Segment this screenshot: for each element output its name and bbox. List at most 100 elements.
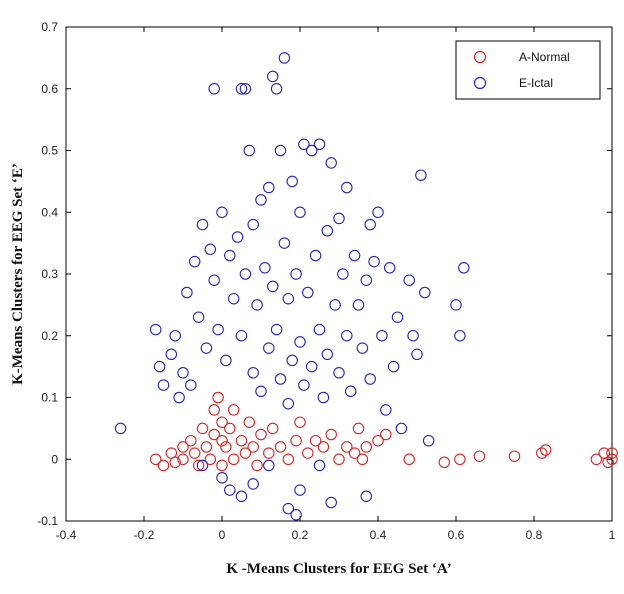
x-tick-label: 0.8 xyxy=(526,528,543,542)
series-e-ictal xyxy=(114,52,470,521)
point-e-ictal xyxy=(282,502,295,515)
point-e-ictal xyxy=(247,367,259,379)
point-a-normal xyxy=(438,456,451,469)
point-e-ictal xyxy=(282,397,295,410)
x-axis-title: K -Means Clusters for EEG Set ‘A’ xyxy=(226,561,451,577)
point-a-normal xyxy=(348,447,361,459)
point-e-ictal xyxy=(149,323,162,336)
x-tick-label: 0.2 xyxy=(292,528,309,542)
point-a-normal xyxy=(606,447,618,459)
point-e-ictal xyxy=(313,323,326,336)
point-a-normal xyxy=(227,404,240,416)
y-tick-label: 0 xyxy=(51,452,58,466)
point-a-normal xyxy=(333,453,345,466)
point-a-normal xyxy=(356,453,369,466)
point-a-normal xyxy=(204,453,217,466)
x-tick-label: 0 xyxy=(219,528,226,542)
point-e-ictal xyxy=(411,348,423,361)
point-e-ictal xyxy=(391,311,404,323)
point-e-ictal xyxy=(348,249,361,262)
point-e-ictal xyxy=(298,379,310,391)
point-e-ictal xyxy=(341,181,353,194)
point-a-normal xyxy=(255,428,267,441)
point-a-normal xyxy=(177,441,189,453)
point-a-normal xyxy=(216,416,228,428)
point-e-ictal xyxy=(337,268,349,280)
point-e-ictal xyxy=(235,83,248,95)
point-e-ictal xyxy=(181,286,193,299)
point-e-ictal xyxy=(278,237,291,249)
point-e-ictal xyxy=(360,490,373,503)
point-a-normal xyxy=(352,422,365,435)
point-e-ictal xyxy=(169,329,181,342)
point-a-normal xyxy=(263,447,275,459)
legend-label-a-normal: A-Normal xyxy=(519,50,570,64)
point-e-ictal xyxy=(247,478,259,490)
point-a-normal xyxy=(220,441,232,453)
point-e-ictal xyxy=(364,373,376,385)
point-e-ictal xyxy=(270,83,283,95)
point-a-normal xyxy=(317,441,330,453)
point-e-ictal xyxy=(239,83,252,95)
point-e-ictal xyxy=(376,329,388,342)
point-a-normal xyxy=(403,453,415,466)
point-e-ictal xyxy=(356,342,369,354)
point-a-normal xyxy=(274,441,287,453)
point-e-ictal xyxy=(450,299,462,311)
point-e-ictal xyxy=(266,280,279,293)
point-e-ictal xyxy=(266,70,279,83)
point-e-ictal xyxy=(422,434,435,447)
point-e-ictal xyxy=(270,323,283,336)
point-e-ictal xyxy=(368,255,380,268)
point-e-ictal xyxy=(294,206,306,219)
point-a-normal xyxy=(536,447,548,459)
y-tick-label: 0.1 xyxy=(41,391,58,405)
point-e-ictal xyxy=(313,459,326,472)
legend-box xyxy=(455,40,601,100)
point-e-ictal xyxy=(188,255,201,268)
series-a-normal xyxy=(149,391,618,472)
point-e-ictal xyxy=(153,360,166,373)
point-a-normal xyxy=(200,441,213,453)
legend: A-Normal E-Ictal xyxy=(455,40,601,100)
point-a-normal xyxy=(216,459,228,472)
point-e-ictal xyxy=(278,52,291,64)
point-e-ictal xyxy=(235,490,248,503)
y-tick-label: 0.7 xyxy=(41,20,58,34)
point-a-normal xyxy=(239,447,252,459)
point-e-ictal xyxy=(208,274,220,286)
point-a-normal xyxy=(196,422,209,435)
point-e-ictal xyxy=(196,459,209,472)
plot-frame xyxy=(65,26,613,522)
point-a-normal xyxy=(208,404,220,416)
point-e-ictal xyxy=(243,144,256,157)
point-e-ictal xyxy=(235,329,248,342)
point-e-ictal xyxy=(372,206,384,219)
point-e-ictal xyxy=(313,138,326,151)
point-a-normal xyxy=(235,434,248,447)
point-a-normal xyxy=(208,428,220,441)
point-e-ictal xyxy=(114,422,127,435)
point-e-ictal xyxy=(216,206,228,219)
point-e-ictal xyxy=(173,391,185,404)
point-a-normal xyxy=(360,441,373,453)
point-e-ictal xyxy=(333,212,345,225)
point-e-ictal xyxy=(177,367,189,379)
y-tick-label: 0.5 xyxy=(41,144,58,158)
points-layer xyxy=(114,52,618,521)
point-e-ictal xyxy=(251,299,263,311)
point-e-ictal xyxy=(360,274,373,286)
point-e-ictal xyxy=(380,404,392,416)
point-e-ictal xyxy=(220,354,232,367)
point-e-ictal xyxy=(387,360,400,373)
point-a-normal xyxy=(309,434,322,447)
point-e-ictal xyxy=(255,385,267,398)
point-a-normal xyxy=(266,422,279,435)
point-e-ictal xyxy=(208,83,220,95)
point-e-ictal xyxy=(458,262,470,274)
point-a-normal xyxy=(606,453,618,466)
point-a-normal xyxy=(302,447,314,459)
point-e-ictal xyxy=(247,218,259,231)
point-e-ictal xyxy=(333,367,345,379)
y-tick-label: 0.6 xyxy=(41,82,58,96)
